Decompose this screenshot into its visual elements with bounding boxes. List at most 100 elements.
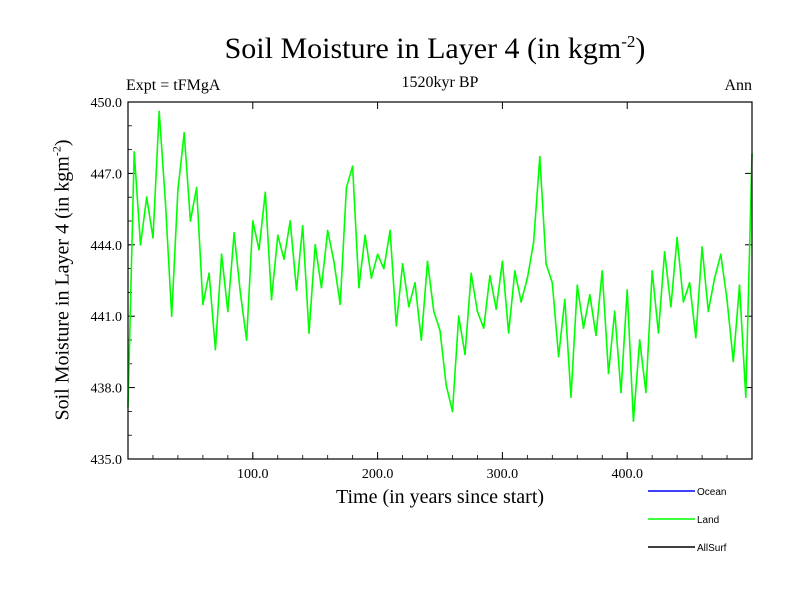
- data-point: [139, 243, 142, 246]
- data-point: [507, 331, 510, 334]
- series-line-land: [127, 110, 753, 422]
- data-point: [432, 310, 435, 313]
- data-point: [401, 262, 404, 265]
- y-tick-label: 435.0: [91, 453, 123, 468]
- data-point: [669, 305, 672, 308]
- data-point: [676, 236, 679, 239]
- data-point: [526, 277, 529, 280]
- data-point: [582, 327, 585, 329]
- data-point: [701, 246, 703, 249]
- data-point: [738, 284, 741, 287]
- data-point: [382, 267, 385, 270]
- data-point: [551, 281, 554, 284]
- data-point: [164, 201, 167, 203]
- data-point: [476, 310, 479, 313]
- data-point: [189, 220, 192, 222]
- data-point: [682, 301, 685, 303]
- legend-label-land: Land: [697, 515, 719, 526]
- plot-frame: [127, 101, 753, 460]
- x-tick-label: 300.0: [487, 467, 519, 482]
- data-point: [414, 281, 416, 284]
- data-point: [395, 324, 398, 327]
- data-point: [613, 310, 616, 313]
- data-point: [482, 327, 485, 329]
- chart-title: Soil Moisture in Layer 4 (in kgm-2): [224, 32, 646, 65]
- data-point: [620, 391, 622, 394]
- x-axis-ticks: 100.0 200.0 300.0 400.0: [152, 102, 728, 482]
- data-point: [719, 253, 722, 256]
- data-point: [345, 186, 348, 189]
- x-axis-label: Time (in years since start): [335, 486, 545, 508]
- data-point: [233, 232, 235, 234]
- data-point: [420, 339, 423, 341]
- legend: Ocean Land AllSurf: [648, 487, 727, 554]
- data-point: [208, 272, 211, 275]
- data-point: [351, 165, 354, 168]
- data-point: [445, 384, 448, 387]
- data-point: [426, 260, 429, 263]
- data-point: [657, 331, 660, 334]
- data-point: [145, 196, 148, 199]
- data-point: [320, 286, 323, 289]
- data-point: [407, 305, 410, 308]
- data-point: [588, 293, 591, 296]
- y-tick-label: 450.0: [91, 96, 123, 111]
- data-point: [326, 229, 329, 232]
- data-point: [177, 189, 179, 191]
- data-point: [601, 270, 604, 272]
- chart-subtitle: 1520kyr BP: [401, 74, 479, 91]
- y-tick-label: 444.0: [91, 239, 123, 254]
- data-point: [632, 420, 635, 422]
- data-point: [339, 303, 342, 306]
- data-point: [308, 331, 310, 334]
- data-point: [563, 298, 566, 301]
- data-point: [732, 360, 735, 363]
- data-point: [276, 234, 279, 237]
- data-point: [457, 315, 460, 318]
- data-point: [364, 234, 367, 237]
- data-point: [595, 334, 597, 337]
- data-point: [158, 110, 161, 113]
- x-tick-label: 200.0: [362, 467, 394, 482]
- data-point: [283, 258, 285, 260]
- data-point: [538, 155, 541, 158]
- data-point: [726, 298, 728, 301]
- data-point: [289, 220, 292, 222]
- legend-label-allsurf: AllSurf: [697, 543, 727, 554]
- season-label: Ann: [724, 77, 752, 94]
- data-point: [645, 391, 647, 394]
- data-point: [226, 310, 229, 313]
- data-point: [495, 308, 498, 310]
- y-tick-label: 447.0: [91, 167, 123, 182]
- data-point: [501, 260, 504, 263]
- data-point: [258, 248, 260, 251]
- data-point: [245, 339, 248, 341]
- data-point: [626, 289, 629, 291]
- legend-label-ocean: Ocean: [697, 487, 726, 498]
- data-point: [707, 310, 710, 313]
- data-point: [201, 303, 204, 306]
- data-point: [389, 229, 391, 232]
- y-axis-label: Soil Moisture in Layer 4 (in kgm-2): [49, 139, 74, 421]
- data-point: [370, 277, 373, 280]
- data-point: [713, 277, 716, 280]
- data-point: [183, 132, 186, 134]
- data-point: [270, 298, 273, 301]
- data-point: [439, 329, 441, 332]
- data-point: [688, 281, 691, 284]
- data-point: [195, 186, 198, 189]
- data-point: [239, 291, 242, 294]
- data-point: [557, 355, 560, 358]
- data-point: [520, 301, 523, 303]
- data-point: [545, 262, 547, 265]
- data-point: [638, 339, 641, 341]
- data-point: [513, 270, 516, 272]
- data-point: [570, 396, 572, 399]
- y-tick-label: 438.0: [91, 382, 123, 397]
- data-point: [152, 236, 154, 239]
- data-point: [532, 241, 535, 244]
- data-point: [464, 353, 466, 356]
- x-tick-label: 400.0: [611, 467, 643, 482]
- data-point: [451, 410, 454, 413]
